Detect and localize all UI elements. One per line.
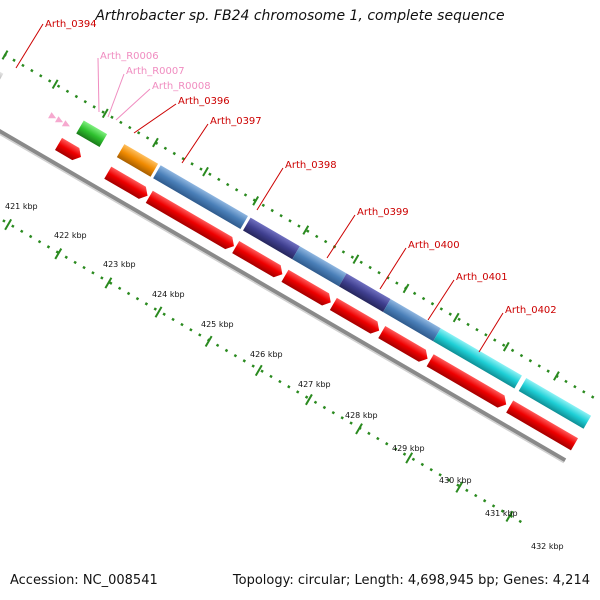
gene-label-arth-r0008[interactable]: Arth_R0008 xyxy=(152,81,211,92)
feature-red-1[interactable] xyxy=(54,137,85,163)
leader-arth-0402 xyxy=(478,312,504,353)
kbp-label: 426 kbp xyxy=(250,350,283,359)
gene-label-arth-0402[interactable]: Arth_0402 xyxy=(505,305,557,316)
gene-label-arth-0394[interactable]: Arth_0394 xyxy=(45,19,97,30)
kbp-label: 428 kbp xyxy=(345,411,378,420)
backbone xyxy=(0,96,567,464)
outer-major-ticks xyxy=(1,50,560,381)
feature-arth-0400[interactable] xyxy=(292,246,347,287)
map-title: Arthrobacter sp. FB24 chromosome 1, comp… xyxy=(95,8,505,24)
kbp-label: 432 kbp xyxy=(531,542,564,551)
feature-red-8[interactable] xyxy=(426,354,510,410)
feature-arth-0402[interactable] xyxy=(433,328,522,389)
feature-arth-0401[interactable] xyxy=(383,299,441,342)
feature-arth-0400b[interactable] xyxy=(338,273,391,313)
feature-red-5[interactable] xyxy=(281,269,334,309)
feature-arth-0396[interactable] xyxy=(76,120,108,148)
feature-red-4[interactable] xyxy=(232,241,286,280)
gene-label-arth-0400[interactable]: Arth_0400 xyxy=(408,240,460,251)
leader-arth-r0006 xyxy=(97,57,100,113)
leader-arth-0397 xyxy=(181,123,209,164)
feature-arth-r0007[interactable] xyxy=(54,116,65,126)
outer-tick-ring xyxy=(0,37,600,403)
kbp-label: 429 kbp xyxy=(392,444,425,453)
feature-arth-0394[interactable] xyxy=(0,43,4,86)
feature-red-9[interactable] xyxy=(506,400,579,451)
kbp-label: 421 kbp xyxy=(5,202,38,211)
feature-red-3[interactable] xyxy=(145,190,238,252)
kbp-label: 424 kbp xyxy=(152,290,185,299)
gene-label-arth-0399[interactable]: Arth_0399 xyxy=(357,207,409,218)
forward-strand-track xyxy=(0,43,592,429)
feature-red-6[interactable] xyxy=(329,297,383,337)
feature-red-7[interactable] xyxy=(378,326,431,365)
accession-text: Accession: NC_008541 xyxy=(10,573,158,588)
leader-arth-0399 xyxy=(326,214,356,259)
kbp-label: 431 kbp xyxy=(485,509,518,518)
kbp-label: 422 kbp xyxy=(54,231,87,240)
feature-red-2[interactable] xyxy=(104,166,151,202)
gene-label-arth-r0007[interactable]: Arth_R0007 xyxy=(126,66,185,77)
inner-major-ticks xyxy=(4,218,514,523)
feature-arth-r0008[interactable] xyxy=(61,120,72,130)
leader-arth-0400 xyxy=(379,247,407,290)
topology-summary: Topology: circular; Length: 4,698,945 bp… xyxy=(232,573,590,588)
leader-arth-0401 xyxy=(427,279,455,321)
gene-label-arth-0397[interactable]: Arth_0397 xyxy=(210,116,262,127)
feature-arth-0399[interactable] xyxy=(243,217,300,260)
kbp-label: 423 kbp xyxy=(103,260,136,269)
leader-arth-0394 xyxy=(15,23,44,69)
leader-arth-r0008 xyxy=(115,88,151,121)
kbp-labels: 421 kbp 422 kbp 423 kbp 424 kbp 425 kbp … xyxy=(5,202,564,551)
gene-label-arth-r0006[interactable]: Arth_R0006 xyxy=(100,51,159,62)
leader-arth-0398 xyxy=(256,167,284,211)
gene-label-arth-0396[interactable]: Arth_0396 xyxy=(178,96,230,107)
feature-arth-r0006[interactable] xyxy=(48,112,58,122)
feature-next-forward[interactable] xyxy=(518,378,592,429)
kbp-label: 425 kbp xyxy=(201,320,234,329)
feature-arth-0398[interactable] xyxy=(153,165,248,230)
kbp-label: 427 kbp xyxy=(298,380,331,389)
leader-arth-0396 xyxy=(133,103,177,134)
feature-arth-0397[interactable] xyxy=(116,144,159,177)
gene-label-layer: Arth_0394 Arth_R0006 Arth_R0007 Arth_R00… xyxy=(15,19,557,353)
kbp-label: 430 kbp xyxy=(439,476,472,485)
leader-arth-r0007 xyxy=(107,73,125,118)
reverse-strand-track xyxy=(54,137,579,451)
gene-label-arth-0401[interactable]: Arth_0401 xyxy=(456,272,508,283)
gene-label-arth-0398[interactable]: Arth_0398 xyxy=(285,160,337,171)
